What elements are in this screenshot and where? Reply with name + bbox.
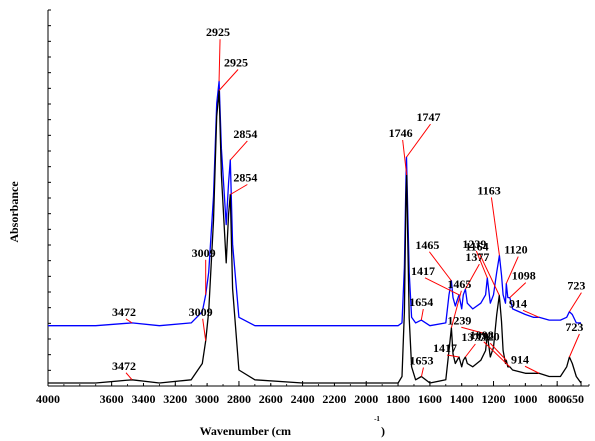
x-tick-label: 2000 bbox=[354, 392, 378, 406]
peak-marker-line bbox=[424, 277, 460, 296]
peak-marker-line bbox=[125, 372, 133, 381]
peak-marker-line bbox=[461, 326, 488, 335]
peak-marker-line bbox=[569, 292, 582, 312]
peak-label: 914 bbox=[511, 352, 529, 366]
peak-label: 1164 bbox=[465, 239, 488, 253]
peak-label: 2925 bbox=[224, 56, 248, 70]
peak-marker-line bbox=[464, 343, 476, 358]
peak-marker-line bbox=[490, 197, 500, 256]
peak-marker-line bbox=[489, 342, 507, 361]
x-axis-title-exponent: -1 bbox=[374, 415, 380, 423]
peak-marker-line bbox=[478, 253, 500, 296]
peak-marker-line bbox=[428, 251, 452, 282]
x-tick-label: 3200 bbox=[163, 392, 187, 406]
peak-label: 1465 bbox=[447, 277, 471, 291]
peak-marker-line bbox=[509, 282, 527, 298]
peak-label: 1377 bbox=[465, 250, 489, 264]
peak-label: 3009 bbox=[189, 305, 213, 319]
x-tick-label: 800 bbox=[548, 392, 566, 406]
peak-marker-line bbox=[524, 365, 540, 374]
y-axis-title: Absorbance bbox=[7, 181, 21, 243]
peak-label: 3472 bbox=[112, 305, 136, 319]
peak-marker-line bbox=[450, 290, 462, 328]
x-tick-label: 2600 bbox=[259, 392, 283, 406]
peak-marker-line bbox=[483, 341, 511, 368]
peak-label: 2854 bbox=[233, 127, 257, 141]
x-tick-label: 1200 bbox=[482, 392, 506, 406]
x-tick-label: 1800 bbox=[386, 392, 410, 406]
peak-markers bbox=[125, 39, 582, 381]
x-tick-label: 3400 bbox=[131, 392, 155, 406]
peak-label: 1746 bbox=[389, 126, 413, 140]
peak-label: 1120 bbox=[476, 329, 499, 343]
peak-marker-line bbox=[218, 39, 221, 82]
peak-label: 1239 bbox=[462, 237, 486, 251]
peak-label: 1417 bbox=[411, 264, 435, 278]
x-axis-title: Wavenumber (cm bbox=[200, 424, 291, 438]
peak-label: 1163 bbox=[477, 183, 500, 197]
peak-marker-line bbox=[229, 140, 248, 161]
peak-marker-line bbox=[202, 318, 207, 341]
series-line-upper bbox=[48, 80, 581, 327]
peak-label: 1120 bbox=[504, 243, 527, 257]
peak-label: 914 bbox=[509, 296, 527, 310]
x-tick-label: 1400 bbox=[450, 392, 474, 406]
series-layer bbox=[48, 80, 582, 384]
series-line-lower bbox=[48, 89, 582, 384]
peak-marker-line bbox=[475, 250, 488, 279]
peak-label: 1654 bbox=[409, 295, 433, 309]
x-tick-label: 1600 bbox=[418, 392, 442, 406]
peak-marker-line bbox=[568, 333, 580, 358]
peak-marker-line bbox=[230, 184, 248, 195]
peak-label: 1098 bbox=[470, 328, 494, 342]
x-axis-title-close: ) bbox=[381, 424, 385, 438]
peak-marker-line bbox=[218, 69, 239, 91]
peak-label: 2854 bbox=[233, 171, 257, 185]
peak-label: 1377 bbox=[461, 330, 485, 344]
peak-marker-line bbox=[446, 354, 460, 358]
peak-label: 1747 bbox=[416, 110, 440, 124]
peak-marker-line bbox=[125, 318, 133, 324]
peak-label: 1653 bbox=[409, 354, 433, 368]
peak-label: 723 bbox=[567, 279, 585, 293]
peak-label: 1239 bbox=[447, 313, 471, 327]
x-tick-label: 2800 bbox=[227, 392, 251, 406]
x-tick-label: 2200 bbox=[322, 392, 346, 406]
peak-label: 3009 bbox=[192, 246, 216, 260]
peak-labels: 2925 2925 2854 2854 3009 3009 3472 3472 17461747… bbox=[112, 25, 585, 373]
peak-label: 723 bbox=[565, 320, 583, 334]
peak-marker-line bbox=[406, 123, 431, 158]
peak-marker-line bbox=[420, 367, 424, 377]
peak-marker-line bbox=[402, 139, 408, 176]
peak-label: 1417 bbox=[433, 341, 457, 355]
axes: 4000 3600 3200 2800 2400 2000 1600 1200 800 3400 3… bbox=[36, 9, 590, 406]
peak-marker-line bbox=[522, 309, 540, 318]
x-tick-label: 2400 bbox=[291, 392, 315, 406]
peak-label: 2925 bbox=[206, 25, 230, 39]
peak-marker-line bbox=[420, 309, 424, 321]
peak-label: 3472 bbox=[112, 359, 136, 373]
x-tick-label: 650 bbox=[566, 392, 584, 406]
x-tick-label: 1000 bbox=[513, 392, 537, 406]
x-tick-label: 4000 bbox=[36, 392, 60, 406]
peak-marker-line bbox=[505, 256, 519, 284]
x-tick-label: 3600 bbox=[100, 392, 124, 406]
peak-label: 1465 bbox=[415, 238, 439, 252]
x-tick-label: 3000 bbox=[195, 392, 219, 406]
peak-marker-line bbox=[464, 263, 480, 290]
peak-label: 1098 bbox=[512, 269, 536, 283]
